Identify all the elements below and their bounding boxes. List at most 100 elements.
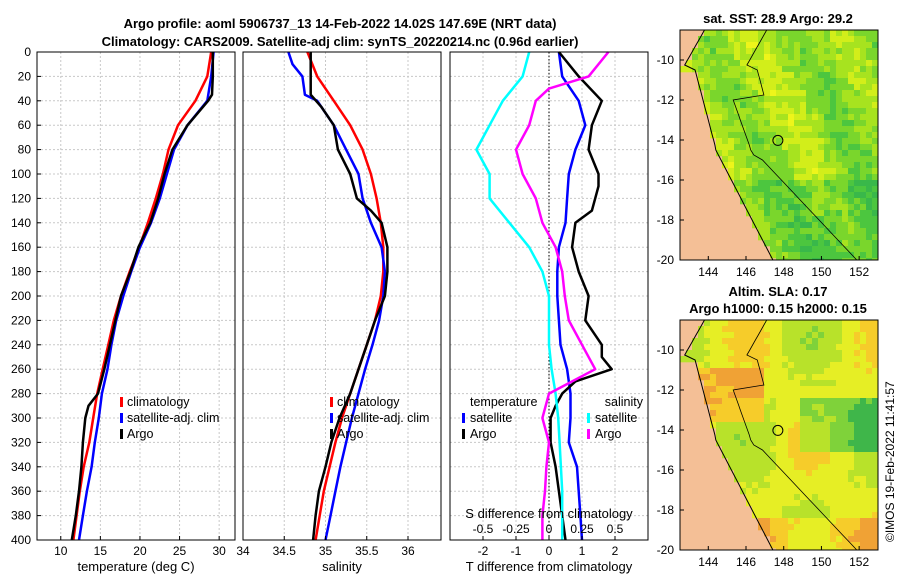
map-cell <box>836 542 843 549</box>
map-cell <box>830 108 837 115</box>
map-cell <box>776 458 783 465</box>
map-cell <box>854 90 861 97</box>
map-cell <box>776 72 783 79</box>
imos-watermark: ©IMOS 19-Feb-2022 11:41:57 <box>883 381 897 542</box>
map-cell <box>758 350 765 357</box>
map-cell <box>728 126 735 133</box>
sla-map-ticks: 144 146 148 150 152-10-12-14-16-18-20 <box>657 343 870 569</box>
map-cell <box>854 548 861 550</box>
map-cell <box>812 368 819 375</box>
map-cell <box>794 548 801 550</box>
map-cell <box>734 470 741 477</box>
map-cell <box>842 422 849 429</box>
map-cell <box>872 30 878 37</box>
map-cell <box>782 222 789 229</box>
map-x-tick-label: 152 <box>849 555 869 569</box>
map-cell <box>812 216 819 223</box>
map-cell <box>752 482 759 489</box>
map-cell <box>800 350 807 357</box>
map-cell <box>806 536 813 543</box>
map-cell <box>818 344 825 351</box>
map-cell <box>860 326 867 333</box>
map-cell <box>860 404 867 411</box>
map-cell <box>782 482 789 489</box>
map-cell <box>836 440 843 447</box>
map-cell <box>806 356 813 363</box>
map-cell <box>824 234 831 241</box>
legend-label-s-argo: Argo <box>595 427 621 441</box>
map-cell <box>800 368 807 375</box>
map-cell <box>770 78 777 85</box>
map-cell <box>770 320 777 327</box>
map-cell <box>818 350 825 357</box>
map-cell <box>818 66 825 73</box>
map-cell <box>818 150 825 157</box>
map-cell <box>758 398 765 405</box>
map-cell <box>740 344 747 351</box>
map-cell <box>782 204 789 211</box>
map-cell <box>776 344 783 351</box>
s-tick-label: -0.25 <box>502 522 530 536</box>
map-cell <box>830 72 837 79</box>
map-cell <box>830 494 837 501</box>
map-cell <box>818 500 825 507</box>
map-cell <box>740 126 747 133</box>
map-cell <box>758 222 765 229</box>
map-cell <box>770 174 777 181</box>
map-cell <box>788 482 795 489</box>
map-cell <box>728 96 735 103</box>
map-cell <box>842 96 849 103</box>
map-cell <box>854 500 861 507</box>
map-cell <box>872 60 878 67</box>
y-tick-label: 220 <box>11 313 31 327</box>
map-cell <box>818 126 825 133</box>
map-cell <box>872 428 878 435</box>
map-cell <box>860 36 867 43</box>
map-cell <box>818 30 825 37</box>
map-cell <box>746 30 753 37</box>
map-cell <box>722 362 729 369</box>
map-cell <box>812 162 819 169</box>
map-cell <box>782 36 789 43</box>
map-cell <box>704 332 711 339</box>
map-cell <box>824 252 831 259</box>
map-cell <box>818 368 825 375</box>
map-cell <box>734 476 741 483</box>
map-cell <box>872 494 878 501</box>
map-cell <box>872 234 878 241</box>
map-cell <box>836 138 843 145</box>
map-cell <box>728 440 735 447</box>
map-cell <box>776 66 783 73</box>
map-cell <box>812 452 819 459</box>
map-cell <box>854 216 861 223</box>
map-cell <box>812 180 819 187</box>
map-cell <box>794 222 801 229</box>
map-cell <box>794 338 801 345</box>
y-tick-label: 160 <box>11 240 31 254</box>
map-cell <box>812 84 819 91</box>
map-cell <box>824 216 831 223</box>
map-cell <box>734 422 741 429</box>
map-cell <box>848 440 855 447</box>
map-cell <box>764 60 771 67</box>
map-cell <box>692 66 699 73</box>
map-cell <box>842 524 849 531</box>
map-cell <box>854 374 861 381</box>
map-cell <box>764 506 771 513</box>
map-cell <box>854 192 861 199</box>
sst-map: sat. SST: 28.9 Argo: 29.2 144 146 148 150 15… <box>657 11 879 279</box>
map-cell <box>830 138 837 145</box>
map-cell <box>782 368 789 375</box>
map-cell <box>806 524 813 531</box>
map-cell <box>776 180 783 187</box>
map-cell <box>866 374 873 381</box>
map-cell <box>764 138 771 145</box>
map-cell <box>800 180 807 187</box>
map-cell <box>794 186 801 193</box>
s-tick-label: 0 <box>546 522 553 536</box>
map-cell <box>806 96 813 103</box>
map-cell <box>794 434 801 441</box>
map-cell <box>716 90 723 97</box>
map-cell <box>842 174 849 181</box>
y-tick-label: 60 <box>18 118 32 132</box>
